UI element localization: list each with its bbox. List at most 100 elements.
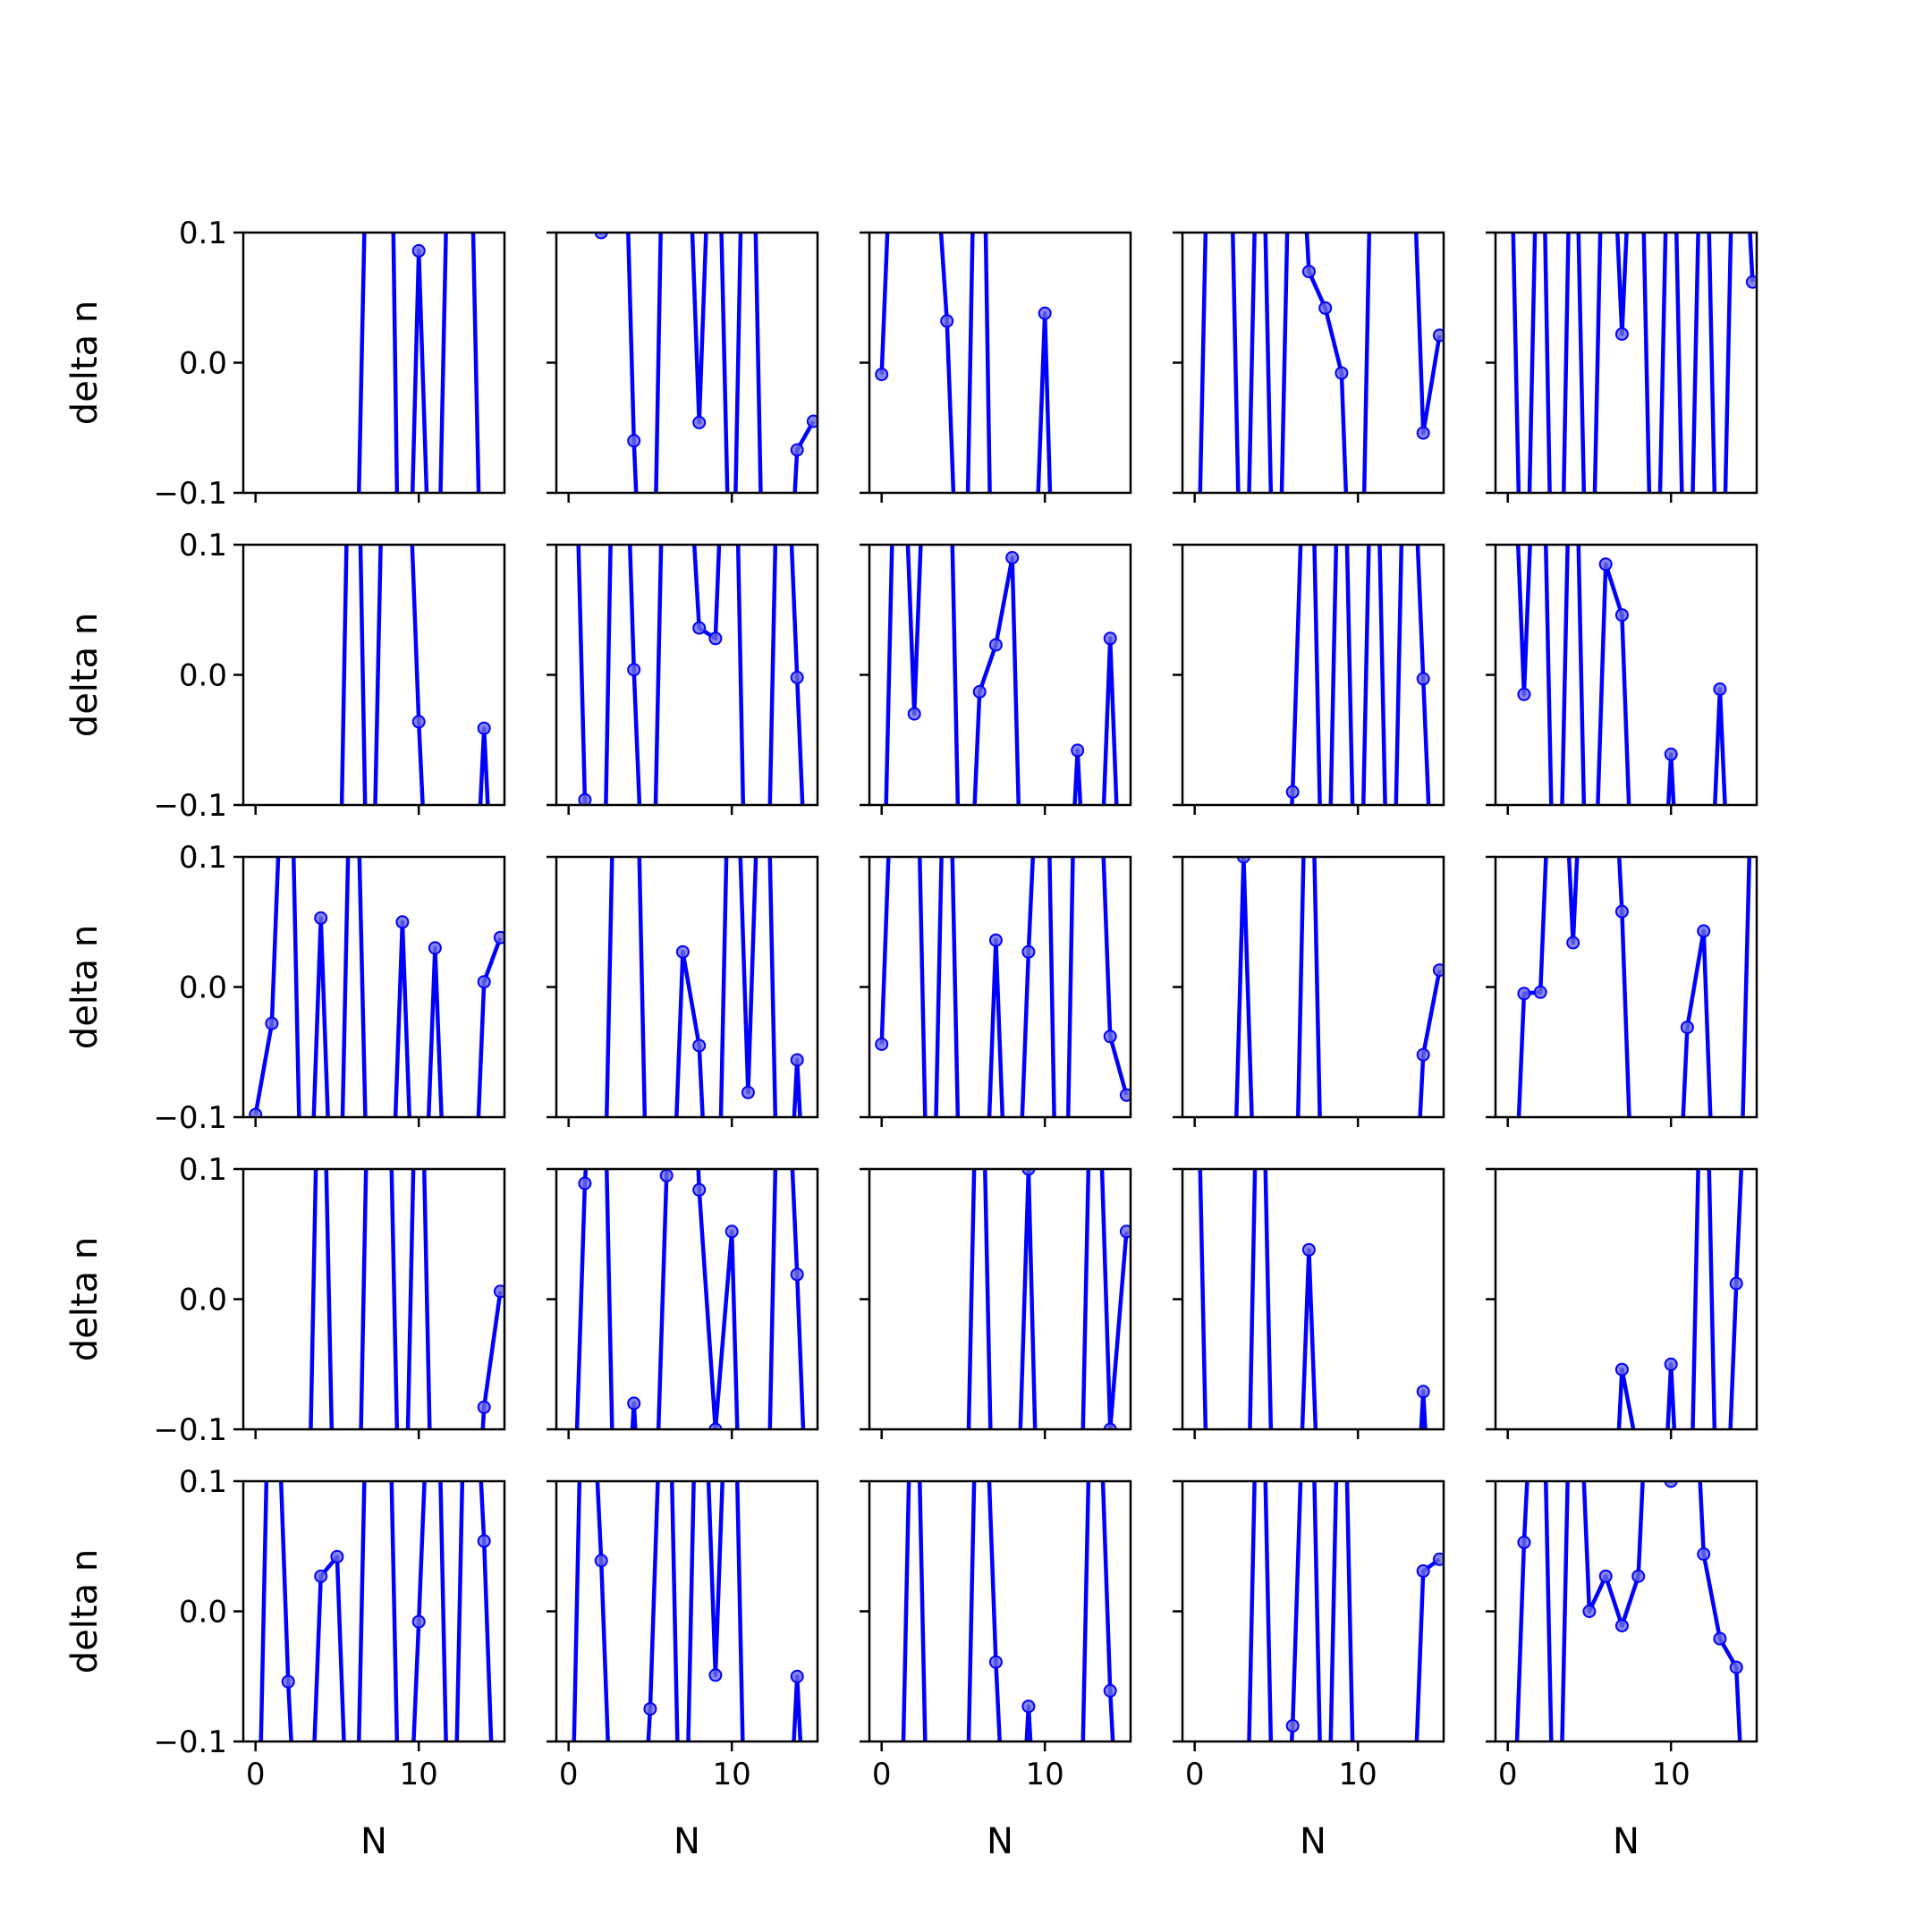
data-point [627,1396,641,1411]
series-line [1514,1481,1742,1741]
x-axis-label: N [1613,1821,1640,1862]
y-tick-label: 0.1 [179,528,227,564]
plot-area [1198,1169,1430,1429]
data-point [1301,1242,1316,1257]
data-point [314,1569,328,1583]
series-line [879,857,1129,1117]
data-point [1582,1605,1597,1618]
plot-area [339,545,491,805]
data-point [627,663,641,677]
data-point [692,1038,707,1053]
y-tick-label: −0.1 [153,788,227,824]
subplot-r1-c2 [547,231,819,503]
data-point [1103,1030,1117,1044]
subplot-r4-c2 [547,1167,819,1439]
data-point [1285,784,1300,799]
data-point [1432,963,1444,978]
data-point [1416,1563,1430,1578]
x-tick-label: 10 [400,1757,438,1792]
subplot-r3-c3 [860,855,1132,1127]
subplot-r2-c1: −0.1 0.0 0.1 [153,528,506,824]
plot-area [1247,1481,1444,1741]
data-point [708,1422,723,1429]
data-point [1697,924,1711,938]
data-point [1614,1619,1629,1632]
data-point [411,243,426,258]
data-point [1598,1569,1613,1583]
data-point [1729,1660,1743,1674]
plot-area [574,1169,806,1429]
x-tick-label: 10 [1339,1757,1377,1792]
data-point [411,715,426,729]
plot-area [1285,545,1431,805]
data-point [1614,1362,1629,1377]
y-tick-label: 0.0 [179,970,227,1006]
subplot-r4-c4 [1173,1167,1445,1439]
subplot-r4-c3 [860,1167,1132,1439]
subplot-r4-c5 [1486,1167,1758,1439]
data-point [988,933,1003,947]
data-point [578,1176,592,1191]
axis-labels: delta n delta n delta n delta n delta n N N N N N [64,301,1640,1862]
series-line [339,545,490,805]
series-line [1290,545,1431,805]
y-tick-label: 0.1 [179,216,227,251]
data-point [1071,743,1085,758]
data-point [249,1107,263,1117]
plot-area [901,1481,1117,1741]
data-point [477,1534,491,1548]
data-point [493,1284,504,1299]
plot-area [1198,233,1444,493]
data-point [907,707,921,721]
subplot-r2-c3 [860,543,1132,815]
plot-area [1514,1481,1743,1741]
data-point [330,1549,344,1563]
data-point [675,945,690,959]
y-axis-label: delta n [64,1237,106,1361]
plot-area [966,1169,1131,1429]
data-point [972,684,987,699]
data-point [1103,631,1117,646]
plot-area [1516,857,1752,1117]
y-tick-label: −0.1 [153,1412,227,1448]
y-axis-label: delta n [64,613,106,737]
data-point [1566,936,1580,950]
plot-area [576,545,805,805]
data-point [1517,1535,1531,1549]
series-line [605,857,802,1117]
data-point [1533,985,1547,999]
data-point [627,434,641,448]
y-tick-label: 0.0 [179,658,227,694]
subplot-r1-c3 [860,231,1132,503]
data-point [741,1085,755,1099]
data-point [281,1674,295,1689]
data-point [477,721,491,735]
plot-area [875,857,1131,1117]
data-point [1021,945,1036,959]
subplot-r1-c1: −0.1 0.0 0.1 [153,216,506,512]
series-line [901,1481,1115,1741]
plot-area [594,233,818,493]
series-line [1234,857,1442,1117]
series-line [574,1169,806,1429]
data-point [1021,1699,1036,1714]
data-point [1301,265,1316,279]
x-tick-label: 10 [1026,1757,1064,1792]
plot-area [309,1169,504,1429]
series-line [1516,545,1727,805]
data-point [1598,557,1613,572]
x-tick-label: 0 [559,1757,579,1792]
subplot-r5-c1: 0 10 −0.1 0.0 0.1 [153,1464,506,1792]
data-point [1236,857,1250,864]
data-point [1021,1169,1036,1176]
data-point [724,1224,739,1239]
x-axis-label: N [360,1821,387,1862]
data-point [1038,306,1052,320]
x-tick-label: 0 [1498,1757,1518,1792]
data-point [1285,1719,1300,1733]
data-point [411,1614,426,1629]
series-line [1511,233,1755,493]
data-point [1631,1569,1646,1583]
data-point [594,1554,608,1568]
